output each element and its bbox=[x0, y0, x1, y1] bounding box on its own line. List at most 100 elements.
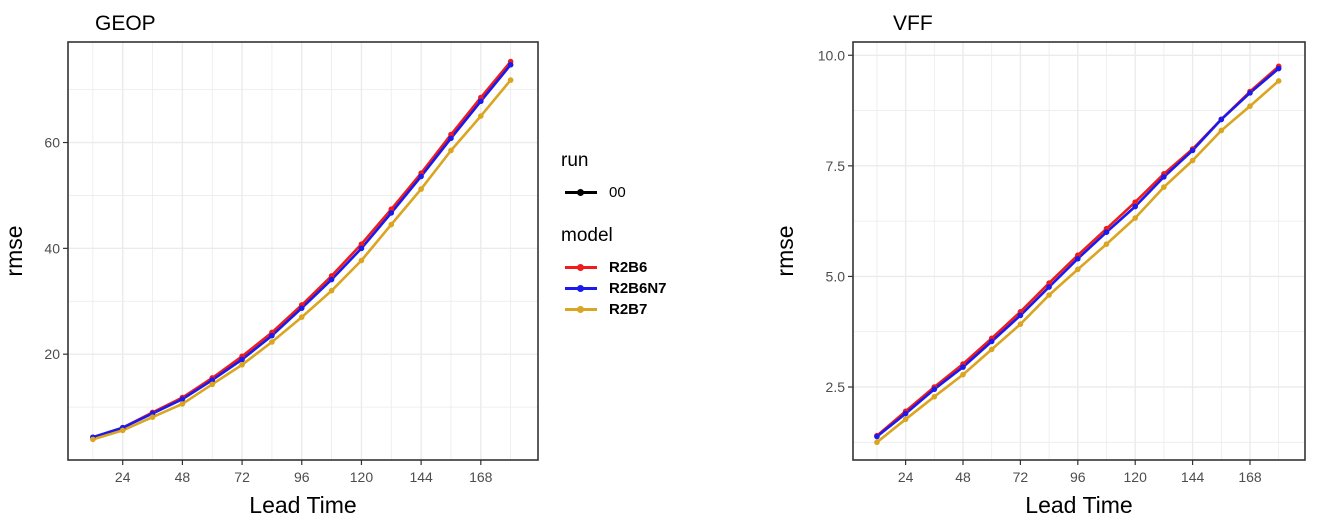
vff-x-tick-label-72: 72 bbox=[1013, 469, 1029, 485]
vff-point-r2b6-84 bbox=[1046, 280, 1052, 286]
legend-run-title: run bbox=[561, 150, 589, 171]
geop-point-r2b7-84 bbox=[269, 339, 275, 345]
geop-point-r2b6-120 bbox=[358, 241, 365, 247]
vff-point-r2b7-168 bbox=[1247, 103, 1253, 109]
geop-point-r2b7-36 bbox=[149, 414, 156, 420]
vff-point-r2b6n7-108 bbox=[1103, 229, 1110, 236]
vff-point-r2b6n7-144 bbox=[1189, 147, 1196, 154]
geop-point-r2b7-48 bbox=[179, 401, 186, 407]
vff-point-r2b6-120 bbox=[1132, 199, 1139, 205]
legend-item-run-00: 00 bbox=[561, 182, 761, 203]
geop-point-r2b6n7-108 bbox=[328, 276, 335, 283]
vff-point-r2b7-36 bbox=[931, 393, 938, 400]
vff-point-r2b7-132 bbox=[1161, 184, 1167, 190]
geop-y-axis-label: rmse bbox=[1, 225, 27, 276]
geop-y-tick-label-60: 60 bbox=[44, 135, 60, 151]
vff-point-r2b6n7-156 bbox=[1218, 116, 1225, 123]
geop-point-r2b7-132 bbox=[388, 221, 395, 228]
geop-point-r2b7-144 bbox=[418, 186, 424, 192]
vff-x-tick-label-144: 144 bbox=[1181, 469, 1205, 485]
vff-y-tick-label-5: 5.0 bbox=[826, 268, 846, 284]
legend-key-r2b6n7 bbox=[561, 278, 601, 299]
vff-point-r2b7-12 bbox=[874, 439, 880, 446]
geop-point-r2b7-12 bbox=[90, 436, 96, 443]
geop-point-r2b7-168 bbox=[478, 113, 484, 119]
legend-label-run-00: 00 bbox=[609, 184, 626, 201]
vff-point-r2b7-120 bbox=[1132, 215, 1139, 221]
vff-point-r2b6n7-72 bbox=[1017, 312, 1024, 319]
legend-key-run-00 bbox=[561, 182, 601, 203]
geop-point-r2b7-180 bbox=[507, 77, 514, 83]
geop-point-r2b7-120 bbox=[358, 257, 365, 264]
legend-item-r2b6n7: R2B6N7 bbox=[561, 278, 761, 299]
geop-chart-title: GEOP bbox=[95, 12, 156, 35]
geop-x-axis-label: Lead Time bbox=[249, 492, 356, 518]
vff-point-r2b6n7-96 bbox=[1075, 255, 1081, 262]
geop-point-r2b7-108 bbox=[328, 287, 335, 294]
vff-x-tick-label-168: 168 bbox=[1238, 469, 1262, 485]
vff-point-r2b6n7-132 bbox=[1161, 174, 1167, 180]
legend-label-r2b6: R2B6 bbox=[609, 259, 648, 276]
geop-y-tick-label-40: 40 bbox=[44, 240, 60, 256]
vff-point-r2b6n7-12 bbox=[874, 433, 880, 440]
vff-x-tick-label-120: 120 bbox=[1124, 469, 1148, 485]
vff-point-r2b7-84 bbox=[1046, 292, 1052, 298]
vff-point-r2b6n7-48 bbox=[960, 364, 966, 370]
geop-point-r2b6n7-60 bbox=[209, 377, 216, 383]
geop-point-r2b7-96 bbox=[298, 314, 305, 320]
geop-x-tick-label-168: 168 bbox=[469, 469, 493, 485]
geop-point-r2b6n7-132 bbox=[388, 210, 395, 216]
geop-x-tick-label-144: 144 bbox=[409, 469, 433, 485]
geop-point-r2b6n7-72 bbox=[239, 356, 245, 363]
vff-y-tick-label-2-5: 2.5 bbox=[826, 379, 846, 395]
geop-point-r2b7-156 bbox=[448, 147, 454, 154]
geop-x-tick-label-72: 72 bbox=[234, 469, 250, 485]
vff-point-r2b6n7-168 bbox=[1247, 90, 1253, 96]
vff-point-r2b7-48 bbox=[960, 371, 966, 378]
geop-point-r2b7-60 bbox=[209, 381, 216, 388]
legend-item-r2b6: R2B6 bbox=[561, 257, 761, 278]
geop-point-r2b6n7-168 bbox=[478, 98, 484, 105]
geop-x-tick-label-120: 120 bbox=[350, 469, 374, 485]
geop-x-tick-label-48: 48 bbox=[175, 469, 191, 485]
vff-point-r2b6n7-180 bbox=[1275, 65, 1282, 72]
geop-panel-border bbox=[67, 41, 539, 461]
geop-point-r2b6n7-48 bbox=[179, 396, 186, 402]
legend-label-r2b7: R2B7 bbox=[609, 301, 648, 318]
legend-model-title: model bbox=[561, 225, 613, 246]
vff-y-axis-label: rmse bbox=[772, 225, 798, 276]
geop-point-r2b6n7-96 bbox=[298, 305, 305, 311]
legend-label-r2b6n7: R2B6N7 bbox=[609, 280, 667, 297]
vff-point-r2b6n7-120 bbox=[1132, 203, 1139, 210]
geop-y-tick-label-20: 20 bbox=[44, 346, 60, 362]
vff-point-r2b6n7-36 bbox=[931, 386, 938, 393]
geop-x-tick-label-24: 24 bbox=[115, 469, 131, 485]
vff-point-r2b7-24 bbox=[902, 416, 909, 423]
vff-point-r2b7-108 bbox=[1103, 241, 1110, 247]
vff-point-r2b7-156 bbox=[1218, 127, 1225, 134]
vff-chart-title: VFF bbox=[893, 12, 933, 35]
vff-point-r2b7-96 bbox=[1075, 266, 1081, 273]
vff-x-tick-label-24: 24 bbox=[898, 469, 914, 485]
vff-point-r2b6n7-84 bbox=[1046, 284, 1052, 290]
vff-point-r2b6n7-24 bbox=[902, 410, 909, 417]
geop-point-r2b6n7-84 bbox=[269, 332, 275, 339]
geop-point-r2b6n7-180 bbox=[507, 61, 514, 68]
vff-chart-panel: 24 48 72 96 120 144 168 2.5 5.0 7.5 10.0 VFF Lead Ti… bbox=[772, 12, 1306, 518]
vff-y-tick-label-10: 10.0 bbox=[818, 47, 845, 63]
geop-chart-panel: 24 48 72 96 120 144 168 20 40 60 GEOP Lead Time rmse bbox=[1, 12, 539, 518]
chart-legend: run 00 model R2B6 R2B6N7 R2B7 bbox=[561, 150, 761, 320]
vff-x-tick-label-48: 48 bbox=[955, 469, 971, 485]
legend-key-r2b7 bbox=[561, 299, 601, 320]
vff-x-tick-label-96: 96 bbox=[1070, 469, 1086, 485]
vff-panel-border bbox=[852, 41, 1306, 461]
vff-x-axis-label: Lead Time bbox=[1025, 492, 1132, 518]
vff-point-r2b7-60 bbox=[988, 346, 995, 353]
geop-point-r2b6n7-144 bbox=[418, 173, 424, 180]
vff-point-r2b7-144 bbox=[1189, 157, 1196, 164]
geop-point-r2b7-72 bbox=[239, 361, 245, 368]
geop-x-tick-label-96: 96 bbox=[294, 469, 310, 485]
geop-point-r2b6n7-120 bbox=[358, 245, 365, 252]
legend-key-r2b6 bbox=[561, 257, 601, 278]
